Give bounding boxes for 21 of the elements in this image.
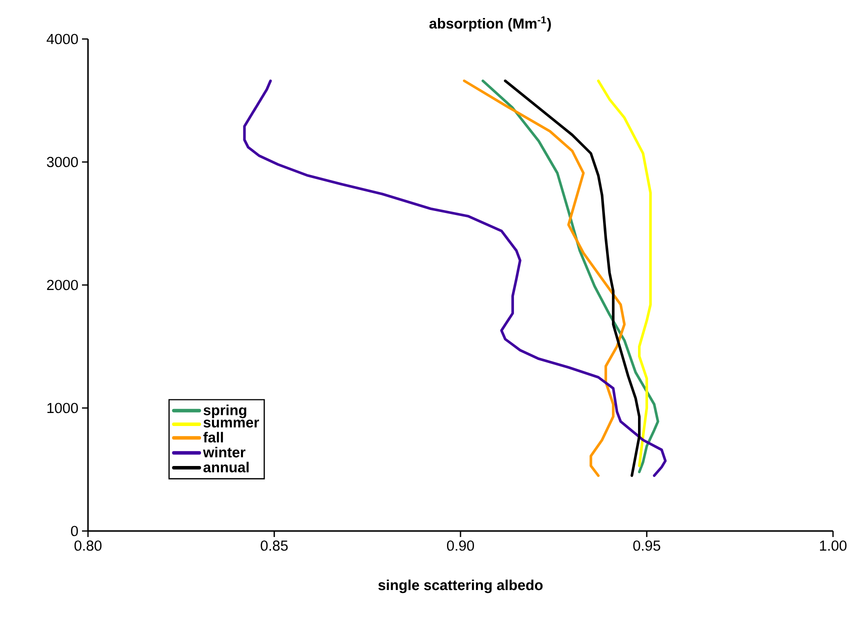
legend-label: fall	[203, 432, 223, 443]
line-series	[504, 80, 641, 477]
x-tick-label: 0.80	[74, 540, 102, 551]
y-tick-label: 3000	[46, 156, 78, 168]
legend-label: spring	[204, 404, 246, 418]
y-tick-label: 2000	[47, 280, 78, 290]
x-tick-label: 0.85	[260, 540, 288, 551]
y-tick-label: 4000	[46, 34, 78, 44]
x-tick-label: 0.90	[447, 540, 474, 551]
legend-label: winter	[203, 446, 246, 458]
x-tick-label: 1.00	[820, 540, 846, 551]
y-tick-label: 0	[71, 526, 78, 536]
x-axis-title: single scattering albedo	[378, 580, 543, 594]
line-series	[462, 80, 626, 477]
line-series	[597, 80, 652, 468]
y-tick-label: 1000	[47, 402, 78, 414]
legend-label: annual	[203, 462, 249, 472]
legend-label: summer	[204, 420, 260, 428]
x-tick-label: 0.95	[633, 540, 660, 551]
chart-title: absorption (Mm$^{-1}$)	[429, 16, 551, 32]
line-series	[482, 80, 660, 474]
